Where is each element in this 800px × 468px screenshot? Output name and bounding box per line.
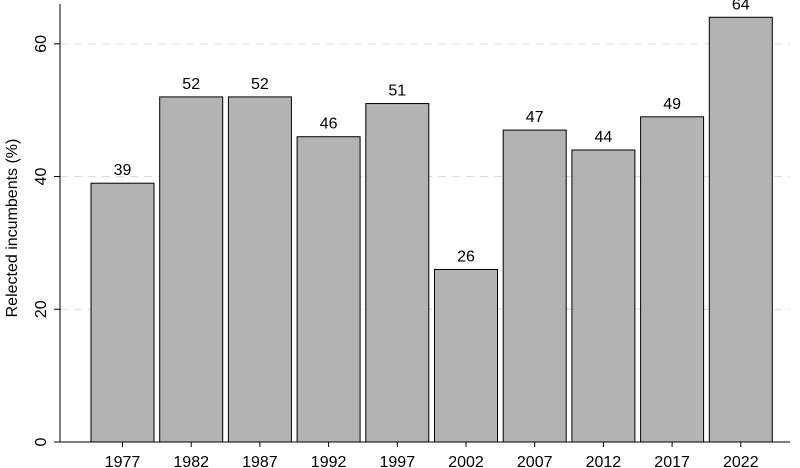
x-tick-label-1987: 1987: [242, 454, 278, 468]
x-tick-label-2017: 2017: [654, 454, 690, 468]
bars: [90, 16, 773, 443]
bar-2022: [708, 16, 773, 443]
x-tick-label-2012: 2012: [586, 454, 622, 468]
x-tick-label-1977: 1977: [105, 454, 141, 468]
value-labels: 39 52 52 46 51 26 47 44 49 64: [114, 0, 750, 265]
y-tick-label-0: 0: [33, 437, 50, 446]
bar-1982: [159, 96, 224, 443]
bar-2012: [571, 149, 636, 443]
bar-1987: [227, 96, 292, 443]
value-label-1982: 52: [182, 76, 200, 93]
x-tick-label-2007: 2007: [517, 454, 553, 468]
x-tick-label-1982: 1982: [173, 454, 209, 468]
value-label-2007: 47: [526, 109, 544, 126]
value-label-1992: 46: [320, 116, 338, 133]
value-label-2022: 64: [732, 0, 750, 13]
bar-1997: [365, 103, 430, 443]
axes: [54, 4, 790, 447]
x-tick-label-2002: 2002: [448, 454, 484, 468]
y-tick-label-40: 40: [33, 168, 50, 186]
value-label-2017: 49: [663, 96, 681, 113]
value-label-2002: 26: [457, 248, 475, 265]
bar-2007: [502, 129, 567, 443]
y-tick-labels: 0 20 40 60: [33, 35, 50, 447]
x-tick-label-1997: 1997: [380, 454, 416, 468]
x-tick-label-2022: 2022: [723, 454, 759, 468]
y-tick-label-20: 20: [33, 300, 50, 318]
bar-1977: [90, 182, 155, 443]
value-label-1997: 51: [388, 83, 406, 100]
y-axis-title: Relected incumbents (%): [4, 139, 21, 318]
value-label-1977: 39: [114, 162, 132, 179]
value-label-1987: 52: [251, 76, 269, 93]
bar-2017: [640, 116, 705, 443]
y-tick-label-60: 60: [33, 35, 50, 53]
bar-2002: [434, 268, 498, 443]
value-label-2012: 44: [595, 129, 613, 146]
x-tick-label-1992: 1992: [311, 454, 347, 468]
x-tick-labels: 1977 1982 1987 1992 1997 2002 2007 2012 2017 2022: [105, 454, 759, 468]
bar-1992: [296, 136, 361, 443]
